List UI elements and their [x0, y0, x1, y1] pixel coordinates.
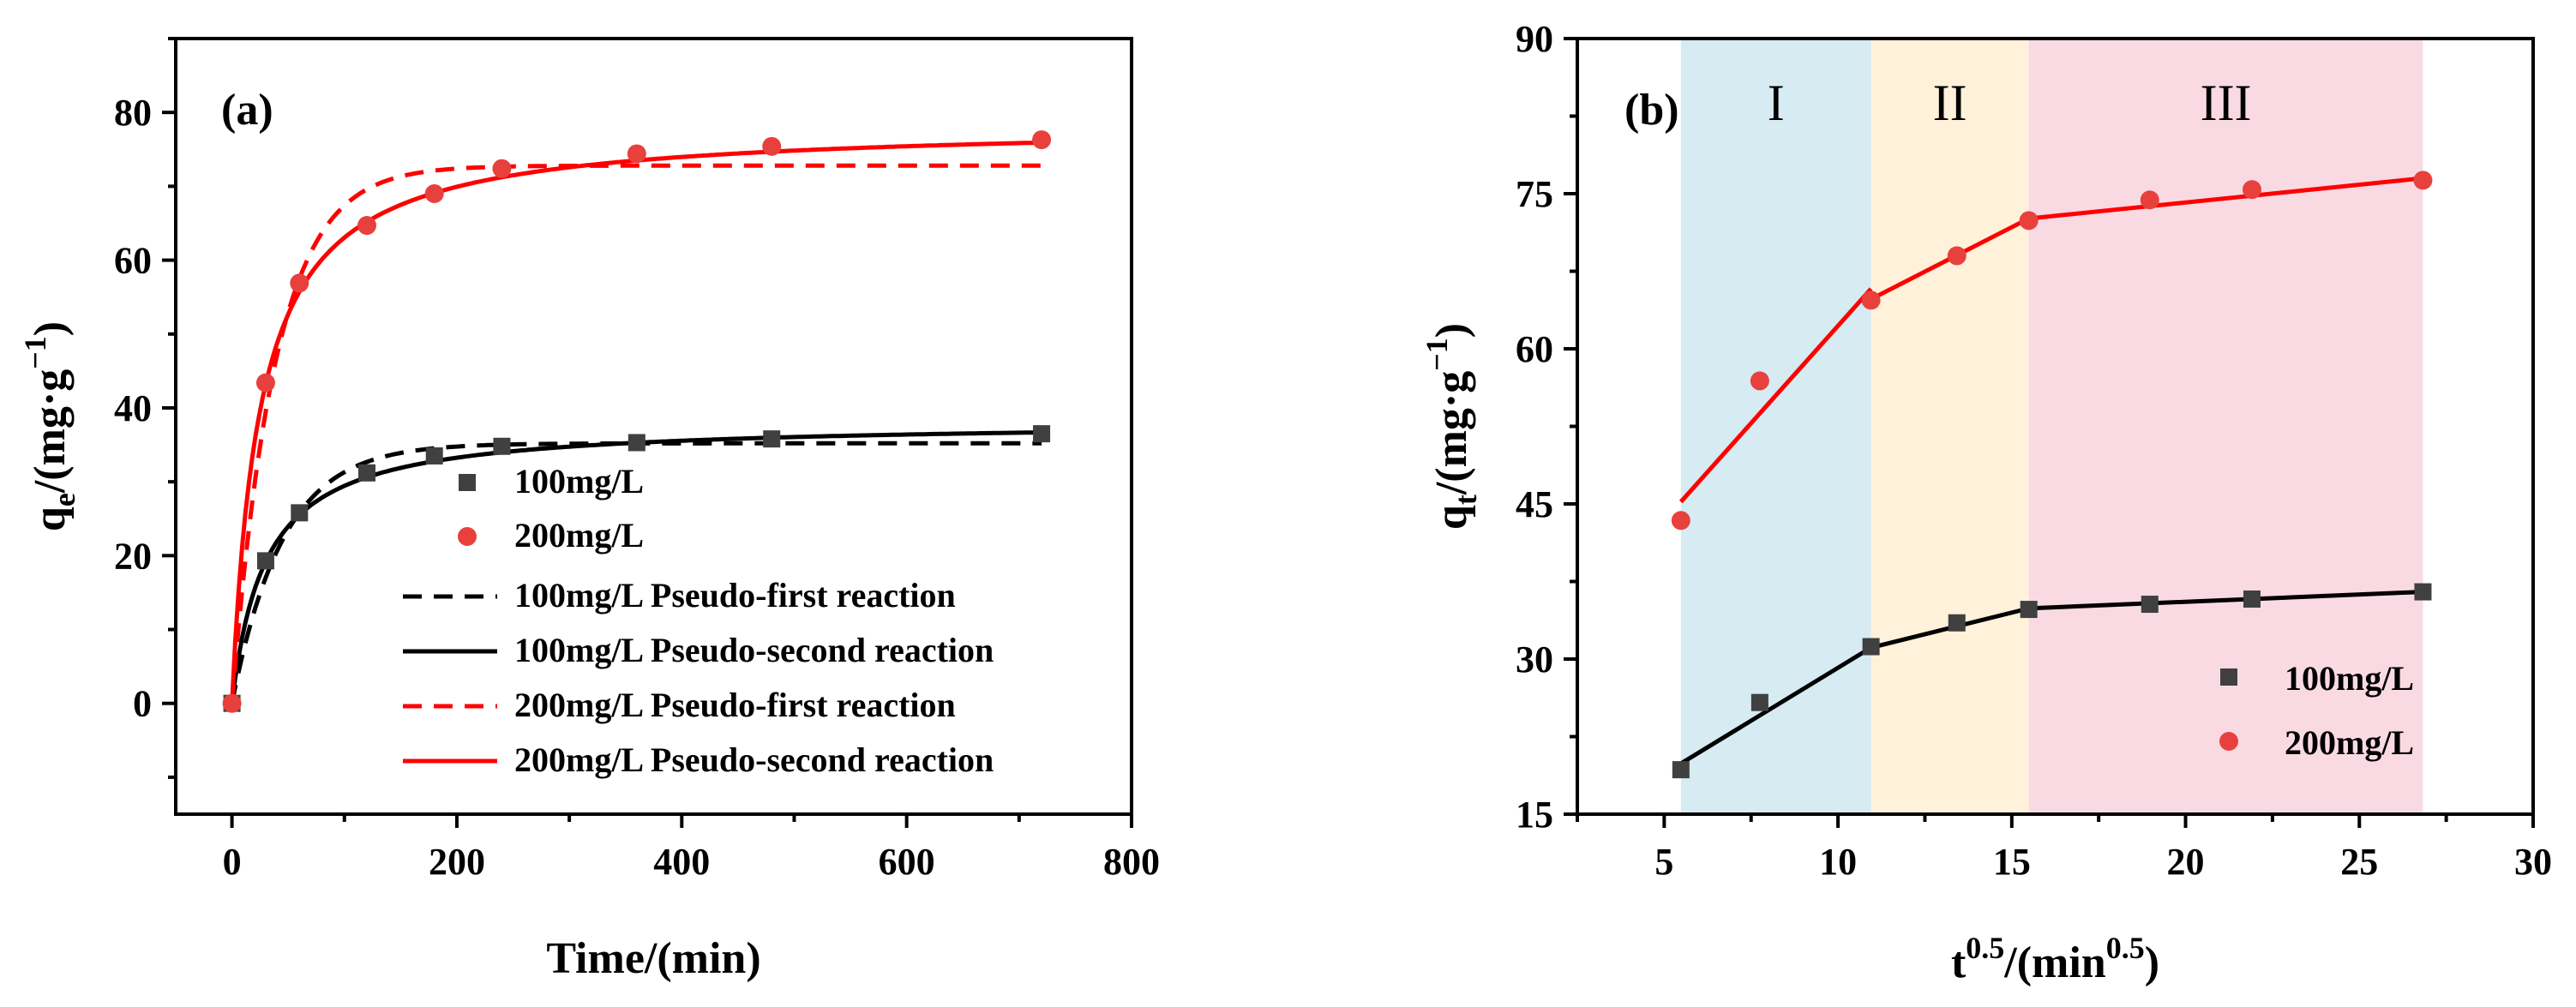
y-axis-title: qe/(mg·g−1) [18, 321, 81, 531]
data-point [222, 693, 242, 713]
legend-label: 100mg/L [514, 462, 644, 501]
x-tick-label: 800 [1103, 841, 1160, 883]
fit-segment [2028, 590, 2423, 611]
x-tick-label: 25 [2340, 841, 2378, 883]
data-point [358, 464, 375, 482]
y-tick-label: 0 [133, 683, 152, 725]
y-tick-label: 20 [114, 535, 152, 577]
plot-frame [174, 37, 1133, 816]
plot-frame [1576, 37, 2535, 816]
x-tick-label: 0 [223, 841, 242, 883]
y-tick-label: 75 [1516, 173, 1553, 215]
fit-curve [230, 163, 1042, 704]
data-point [290, 273, 309, 293]
fit-segment [1678, 287, 1873, 504]
y-tick-label: 90 [1516, 18, 1553, 60]
legend-marker [458, 527, 477, 546]
y-tick-label: 45 [1516, 483, 1553, 525]
y-tick-label: 30 [1516, 638, 1553, 680]
data-point [1032, 130, 1052, 150]
data-point [2020, 601, 2038, 619]
panel-label: (b) [1624, 86, 1679, 135]
legend-label: 100mg/L Pseudo-second reaction [514, 631, 994, 669]
x-tick-label: 600 [879, 841, 935, 883]
data-point [1861, 291, 1881, 310]
data-point [1750, 693, 1768, 711]
data-point [2141, 596, 2159, 614]
legend-label: 200mg/L [2285, 723, 2414, 762]
fit-segment [2028, 176, 2423, 221]
y-tick-label: 60 [114, 240, 152, 282]
y-tick-label: 60 [1516, 328, 1553, 370]
legend-marker [2219, 732, 2238, 751]
data-point [357, 216, 376, 236]
data-point [1862, 638, 1880, 656]
fit-segment [1679, 645, 1872, 766]
data-point [1750, 371, 1769, 391]
y-tick-label: 80 [114, 92, 152, 134]
x-tick-label: 200 [429, 841, 485, 883]
y-axis-title: qt/(mg·g−1) [1420, 323, 1483, 530]
data-point [2243, 590, 2261, 608]
x-axis-title: Time/(min) [546, 934, 760, 983]
x-tick-label: 30 [2514, 841, 2552, 883]
legend-marker [459, 474, 476, 491]
region-label: II [1933, 75, 1967, 131]
legend-label: 100mg/L [2285, 659, 2414, 698]
panel-label: (a) [221, 86, 273, 135]
legend-label: 200mg/L Pseudo-first reaction [514, 686, 956, 724]
x-tick-label: 20 [2167, 841, 2205, 883]
data-point [1947, 246, 1967, 266]
legend-label: 100mg/L Pseudo-first reaction [514, 576, 956, 614]
data-point [2140, 190, 2159, 210]
x-tick-label: 400 [653, 841, 710, 883]
y-tick-label: 40 [114, 387, 152, 429]
region-band [1680, 39, 1871, 814]
data-point [291, 504, 309, 522]
data-point [762, 136, 782, 156]
data-point [255, 373, 275, 393]
data-point [256, 552, 274, 570]
panel-a-kinetics-chart: 0 200 400 600 800 0 20 40 60 80 (a) 100mg/L 200mg/L 1… [18, 37, 1160, 983]
data-point [2414, 583, 2432, 601]
data-point [2019, 211, 2039, 231]
legend-label: 200mg/L [514, 516, 644, 554]
x-axis-title: t0.5/(min0.5) [1951, 931, 2159, 987]
data-point [492, 159, 512, 178]
region-band [2028, 39, 2423, 814]
data-point [1033, 425, 1051, 443]
y-tick-label: 15 [1516, 794, 1553, 836]
data-point [2242, 180, 2261, 200]
legend-marker [2220, 668, 2237, 686]
data-point [425, 447, 443, 465]
region-label: III [2201, 75, 2252, 131]
x-tick-label: 5 [1654, 841, 1673, 883]
data-point [627, 434, 646, 452]
x-tick-label: 15 [1993, 841, 2031, 883]
x-tick-label: 10 [1819, 841, 1857, 883]
region-label: I [1768, 75, 1785, 131]
region-band [1870, 39, 2029, 814]
data-point [2413, 171, 2433, 190]
data-point [627, 144, 646, 164]
legend-label: 200mg/L Pseudo-second reaction [514, 740, 994, 779]
data-point [1672, 761, 1690, 779]
data-point [1671, 511, 1690, 530]
data-point [424, 184, 444, 203]
data-point [493, 437, 511, 455]
fit-curve [230, 140, 1042, 704]
data-point [1948, 614, 1966, 632]
data-point [763, 430, 781, 448]
